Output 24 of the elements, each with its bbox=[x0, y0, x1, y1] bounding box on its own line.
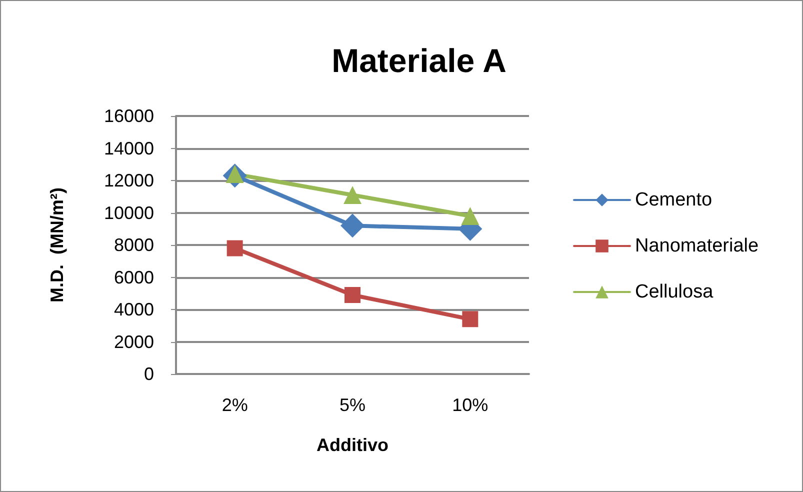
y-tick-label: 14000 bbox=[104, 138, 154, 158]
y-tick-label: 12000 bbox=[104, 170, 154, 190]
point bbox=[461, 206, 480, 225]
point bbox=[226, 240, 243, 256]
x-axis-title: Additivo bbox=[316, 435, 388, 455]
legend-label: Cellulosa bbox=[635, 282, 714, 302]
y-tick-label: 8000 bbox=[114, 235, 154, 255]
point bbox=[462, 311, 478, 328]
legend-label: Nanomateriale bbox=[635, 236, 759, 256]
legend-label: Cemento bbox=[635, 190, 712, 210]
y-tick-label: 0 bbox=[144, 364, 154, 384]
y-axis-title: M.D. (MN/m²) bbox=[47, 188, 67, 302]
x-tick-label: 5% bbox=[339, 395, 366, 415]
y-tick-label: 2000 bbox=[114, 332, 154, 352]
point bbox=[344, 186, 362, 204]
chart-title: Materiale A bbox=[332, 42, 506, 79]
y-tick-label: 4000 bbox=[114, 300, 154, 320]
y-tick-label: 16000 bbox=[104, 106, 154, 126]
y-tick-label: 10000 bbox=[104, 202, 154, 223]
y-tick-label: 6000 bbox=[114, 267, 154, 288]
x-tick-label: 2% bbox=[222, 395, 248, 415]
point bbox=[340, 214, 364, 238]
x-tick-label: 10% bbox=[452, 395, 488, 415]
point bbox=[344, 286, 360, 303]
